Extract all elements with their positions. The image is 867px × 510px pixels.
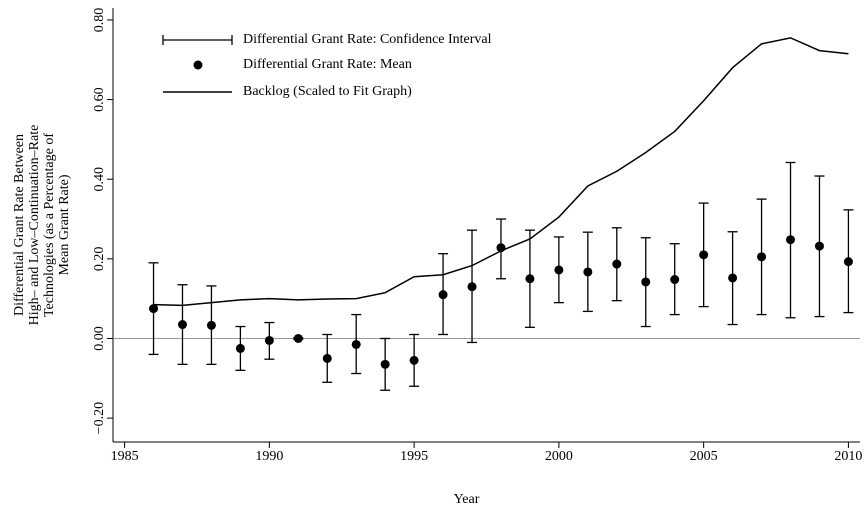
mean-point: [843, 257, 853, 267]
mean-point: [728, 273, 738, 283]
mean-point: [554, 265, 564, 275]
mean-point: [583, 267, 593, 277]
x-axis-label: Year: [454, 492, 480, 507]
mean-point: [235, 343, 245, 353]
mean-point: [264, 335, 274, 345]
y-axis-label: Technologies (as a Percentage of: [42, 133, 57, 317]
mean-point: [177, 320, 187, 330]
mean-point: [814, 241, 824, 251]
mean-point: [612, 259, 622, 269]
mean-point: [438, 290, 448, 300]
mean-point: [670, 275, 680, 285]
x-tick-label: 1985: [111, 449, 139, 464]
y-tick-label: −0.20: [92, 402, 107, 434]
y-axis-label: Mean Grant Rate): [57, 174, 72, 275]
legend-label: Differential Grant Rate: Mean: [243, 57, 412, 72]
y-tick-label: 0.60: [92, 87, 107, 112]
mean-point: [757, 252, 767, 262]
mean-point: [351, 339, 361, 349]
x-tick-label: 1990: [255, 449, 283, 464]
mean-point: [293, 333, 303, 343]
y-tick-label: 0.40: [92, 167, 107, 192]
x-tick-label: 2000: [545, 449, 573, 464]
mean-point: [380, 359, 390, 369]
x-tick-label: 2005: [690, 449, 718, 464]
y-axis-label: High– and Low–Continuation–Rate: [27, 125, 42, 326]
legend-label: Differential Grant Rate: Confidence Inte…: [243, 32, 492, 47]
mean-point: [496, 243, 506, 253]
mean-point: [149, 304, 159, 314]
mean-point: [467, 282, 477, 292]
x-tick-label: 2010: [834, 449, 862, 464]
legend-swatch: [193, 60, 203, 70]
mean-point: [699, 250, 709, 260]
x-tick-label: 1995: [400, 449, 428, 464]
mean-point: [206, 320, 216, 330]
mean-point: [786, 235, 796, 245]
mean-point: [409, 355, 419, 365]
mean-point: [525, 274, 535, 284]
y-axis-label: Differential Grant Rate Between: [12, 134, 27, 316]
mean-point: [641, 277, 651, 287]
legend-label: Backlog (Scaled to Fit Graph): [243, 84, 412, 99]
y-tick-label: 0.80: [92, 8, 107, 33]
mean-point: [322, 353, 332, 363]
y-tick-label: 0.20: [92, 247, 107, 272]
y-tick-label: 0.00: [92, 326, 107, 351]
